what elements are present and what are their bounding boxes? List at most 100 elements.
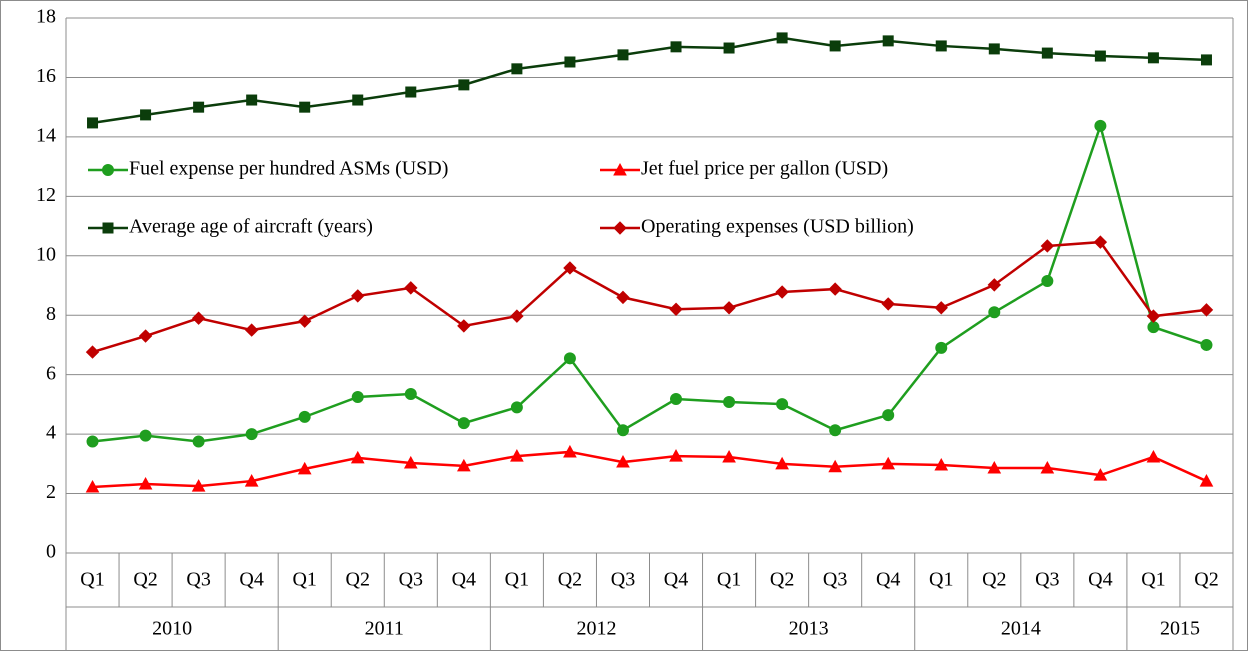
y-tick-label: 8	[46, 303, 56, 325]
data-point	[140, 109, 152, 121]
data-point	[987, 460, 1002, 474]
x-tick-label: Q1	[1141, 569, 1165, 591]
data-point	[244, 323, 259, 337]
data-point	[881, 456, 896, 470]
data-point	[829, 40, 841, 52]
x-tick-label: Q3	[399, 569, 423, 591]
data-point	[776, 398, 789, 411]
data-point	[1147, 52, 1159, 64]
x-tick-label: Q2	[1194, 569, 1218, 591]
data-point	[191, 311, 206, 325]
data-point	[351, 289, 365, 303]
data-point	[350, 450, 365, 464]
y-tick-label: 6	[46, 362, 56, 384]
data-point	[881, 297, 895, 311]
data-point	[458, 79, 470, 91]
data-point	[85, 345, 100, 359]
data-point	[1146, 309, 1161, 323]
data-point	[988, 306, 1001, 319]
data-point	[563, 352, 576, 365]
data-point	[511, 63, 523, 75]
y-tick-label: 16	[36, 65, 56, 87]
series-line	[92, 450, 1207, 489]
data-point	[404, 387, 417, 400]
data-point	[616, 424, 629, 437]
legend-label: Average age of aircraft (years)	[129, 216, 373, 238]
data-point	[297, 314, 312, 328]
data-point	[191, 479, 206, 492]
data-point	[87, 117, 99, 129]
x-tick-label: Q1	[717, 569, 741, 591]
data-point	[935, 40, 947, 52]
y-tick-label: 18	[36, 6, 56, 28]
x-tick-label: Q4	[239, 569, 263, 591]
x-tick-label: Q2	[133, 569, 157, 591]
y-tick-label: 14	[36, 124, 56, 146]
data-point	[987, 278, 1002, 292]
data-point	[563, 261, 577, 275]
x-tick-label: Q2	[770, 569, 794, 591]
y-tick-label: 2	[46, 481, 56, 503]
data-point	[193, 101, 205, 113]
y-tick-label: 12	[36, 184, 56, 206]
x-tick-label: Q3	[1035, 569, 1059, 591]
data-point	[352, 94, 364, 106]
data-point	[405, 86, 417, 98]
x-tick-label: Q3	[611, 569, 635, 591]
x-tick-label: Q3	[823, 569, 847, 591]
x-tick-label: Q2	[558, 569, 582, 591]
data-point	[138, 329, 153, 343]
data-point	[882, 35, 894, 47]
x-tick-label: Q1	[80, 569, 104, 591]
series-line	[92, 36, 1207, 125]
data-point	[86, 435, 99, 448]
x-tick-label: Q1	[929, 569, 953, 591]
data-point	[1040, 239, 1055, 253]
data-point	[988, 43, 1000, 55]
data-point	[510, 309, 524, 323]
data-point	[723, 396, 736, 409]
data-point	[934, 457, 949, 471]
data-point	[669, 302, 683, 316]
data-point	[934, 301, 948, 315]
x-tick-label: Q1	[292, 569, 316, 591]
data-point	[935, 341, 948, 354]
data-point	[616, 290, 630, 305]
legend-label: Fuel expense per hundred ASMs (USD)	[129, 158, 448, 180]
data-point	[1200, 338, 1213, 351]
data-point	[299, 101, 311, 113]
data-point	[244, 474, 259, 487]
data-point	[245, 428, 258, 441]
data-point	[829, 424, 842, 437]
data-point	[1041, 47, 1053, 59]
data-point	[1093, 468, 1108, 481]
data-point	[775, 456, 789, 470]
x-group-label: 2014	[1001, 618, 1041, 640]
x-tick-label: Q3	[186, 569, 210, 591]
y-tick-label: 0	[46, 541, 56, 563]
legend-label: Jet fuel price per gallon (USD)	[641, 158, 888, 180]
data-point	[882, 409, 895, 422]
data-point	[351, 390, 364, 403]
data-point	[1199, 474, 1214, 487]
data-point	[85, 479, 100, 493]
data-point	[246, 94, 258, 106]
legend-marker	[102, 164, 114, 176]
data-point	[670, 41, 682, 53]
data-point	[456, 458, 471, 472]
y-tick-label: 4	[46, 422, 56, 444]
data-point	[564, 56, 576, 68]
data-point	[1146, 449, 1161, 463]
x-tick-label: Q4	[1088, 569, 1112, 591]
y-tick-label: 10	[36, 243, 56, 265]
x-group-label: 2011	[365, 618, 404, 640]
x-group-label: 2010	[152, 618, 192, 640]
x-group-label: 2013	[789, 618, 829, 640]
data-point	[403, 455, 418, 469]
data-point	[776, 32, 788, 44]
x-tick-label: Q2	[982, 569, 1006, 591]
data-point	[1040, 460, 1055, 474]
series-line	[92, 240, 1207, 354]
